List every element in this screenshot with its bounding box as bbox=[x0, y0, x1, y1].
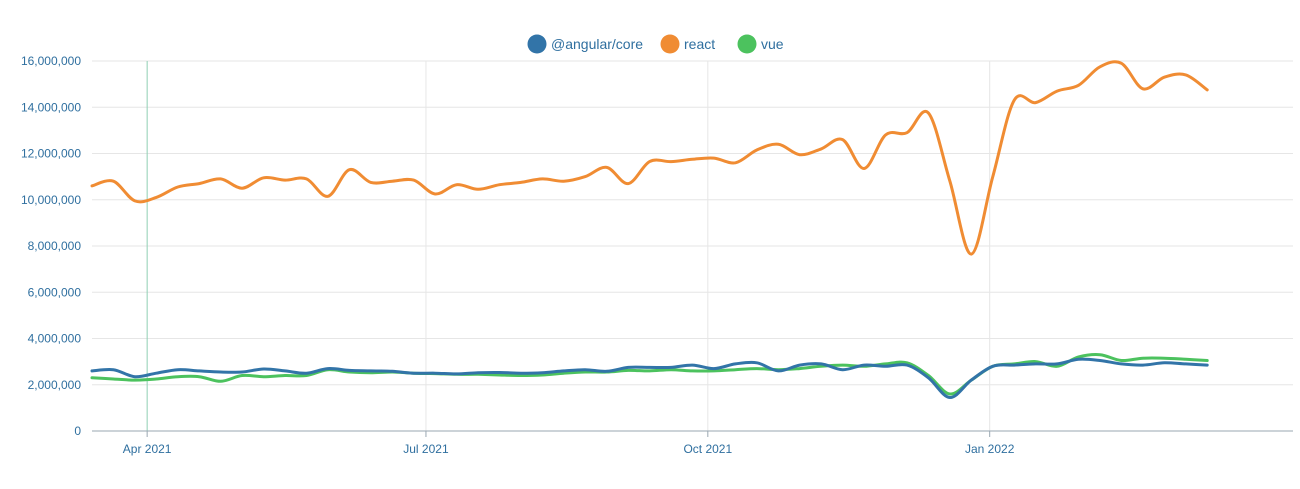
legend-item-vue[interactable]: vue bbox=[737, 34, 784, 54]
legend-label: @angular/core bbox=[551, 36, 643, 52]
legend-item-angular-core[interactable]: @angular/core bbox=[527, 34, 644, 54]
grid bbox=[92, 60, 1293, 431]
legend: @angular/core react vue bbox=[527, 34, 784, 54]
y-tick-label: 14,000,000 bbox=[21, 100, 81, 114]
series-line-react bbox=[90, 60, 1209, 256]
series-line-vue bbox=[90, 353, 1209, 396]
y-tick-label: 6,000,000 bbox=[28, 285, 82, 299]
y-tick-label: 12,000,000 bbox=[21, 147, 81, 161]
y-tick-label: 8,000,000 bbox=[28, 239, 82, 253]
series-lines bbox=[90, 60, 1209, 399]
series-line-angular-core bbox=[90, 357, 1209, 399]
legend-swatch-icon bbox=[737, 34, 757, 54]
legend-label: vue bbox=[761, 36, 784, 52]
legend-label: react bbox=[684, 36, 715, 52]
x-tick-label: Oct 2021 bbox=[683, 442, 732, 456]
y-tick-label: 10,000,000 bbox=[21, 193, 81, 207]
legend-swatch-icon bbox=[660, 34, 680, 54]
legend-item-react[interactable]: react bbox=[660, 34, 716, 54]
y-tick-label: 2,000,000 bbox=[28, 378, 82, 392]
y-tick-label: 0 bbox=[74, 424, 81, 438]
x-tick-label: Jan 2022 bbox=[965, 442, 1015, 456]
y-tick-label: 4,000,000 bbox=[28, 332, 82, 346]
axes: 0 2,000,000 4,000,000 6,000,000 8,000,000 10,… bbox=[21, 54, 1293, 456]
x-tick-label: Apr 2021 bbox=[123, 442, 172, 456]
legend-swatch-icon bbox=[527, 34, 547, 54]
y-tick-label: 16,000,000 bbox=[21, 54, 81, 68]
x-tick-label: Jul 2021 bbox=[403, 442, 449, 456]
